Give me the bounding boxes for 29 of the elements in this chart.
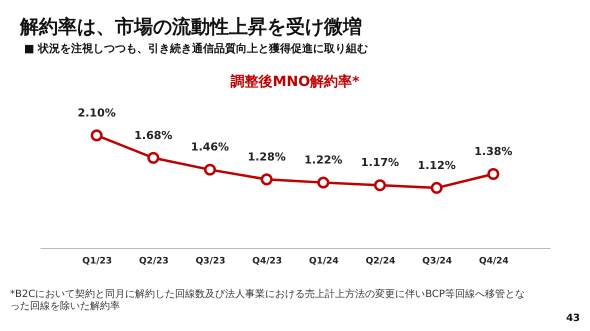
x-tick-label: Q2/23 xyxy=(138,256,169,266)
data-label: 1.68% xyxy=(134,128,172,142)
point xyxy=(147,152,160,164)
point xyxy=(374,179,386,192)
chart-title: 解約率は、市場の流動性上昇を受け微増 xyxy=(19,16,362,38)
text: 43 xyxy=(566,313,580,324)
point xyxy=(204,164,216,176)
x-tick-label: Q4/23 xyxy=(252,256,282,266)
point xyxy=(317,176,330,189)
data-label: 1.46% xyxy=(190,140,230,154)
data-label: 2.10% xyxy=(78,106,116,120)
data-label: 1.12% xyxy=(418,158,456,172)
chart-subtitle: ■ 状況を注視しつつも、引き続き通信品質向上と獲得促進に取り組む xyxy=(24,42,368,55)
point xyxy=(487,168,500,180)
point xyxy=(260,173,273,186)
x-tick-label: Q1/23 xyxy=(82,256,112,266)
data-label: 1.17% xyxy=(360,156,400,170)
x-tick-label: Q3/23 xyxy=(196,256,226,266)
point xyxy=(430,182,443,194)
x-tick-label: Q1/24 xyxy=(308,256,339,266)
data-label: 1.28% xyxy=(248,150,286,164)
x-tick-label: Q2/24 xyxy=(366,256,396,266)
x-tick-label: Q3/24 xyxy=(422,256,452,266)
point xyxy=(90,129,103,142)
text: 調整後MNO解約率* xyxy=(230,73,360,90)
text: *B2Cにおいて契約と同月に解約した回線数及び法人事業における売上計上方法の変更に伴いBCP等回線へ移管となった回線を除いた解約率 xyxy=(10,288,525,312)
data-label: 1.22% xyxy=(304,154,342,167)
data-label: 1.38% xyxy=(474,144,512,158)
x-tick-label: Q4/24 xyxy=(478,256,509,266)
